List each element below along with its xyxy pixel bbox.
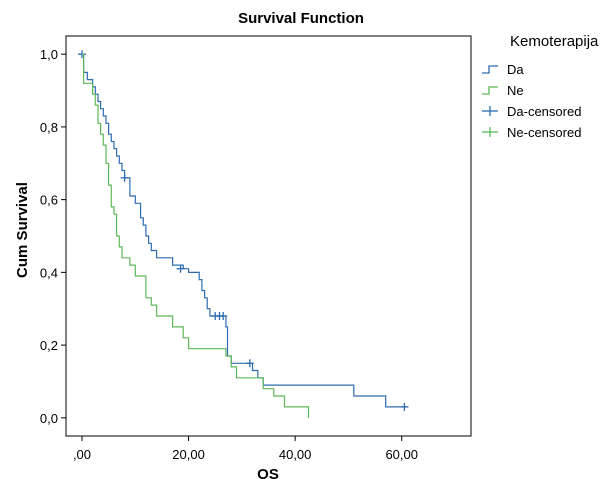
x-axis-title: OS xyxy=(257,466,279,479)
censor-mark-da xyxy=(245,359,254,368)
y-axis: 0,0 0,2 0,4 0,6 0,8 1,0 xyxy=(40,47,66,426)
plot-frame xyxy=(65,35,472,437)
y-tick-label: 0,6 xyxy=(40,193,58,208)
chart-title: Survival Function xyxy=(238,10,364,27)
legend-label: Da-censored xyxy=(507,104,581,119)
legend: Kemoterapija Da Ne Da-censored Ne-censored xyxy=(482,33,599,140)
censor-mark-da xyxy=(400,402,409,411)
legend-label: Ne-censored xyxy=(507,125,581,140)
series-layer xyxy=(77,50,409,418)
legend-title: Kemoterapija xyxy=(510,33,599,50)
y-tick-label: 1,0 xyxy=(40,47,58,62)
censor-mark-da xyxy=(77,50,86,59)
y-tick-label: 0,0 xyxy=(40,411,58,426)
legend-item-da-censored: Da-censored xyxy=(482,104,581,119)
censor-mark-da xyxy=(120,173,129,182)
legend-line-icon xyxy=(482,86,498,95)
series-line-da xyxy=(82,53,408,408)
y-tick-label: 0,8 xyxy=(40,120,58,135)
y-axis-title: Cum Survival xyxy=(14,182,31,278)
x-tick-label: 20,00 xyxy=(172,447,205,462)
legend-line-icon xyxy=(482,65,498,74)
censor-mark-da xyxy=(219,312,228,320)
y-tick-label: 0,4 xyxy=(40,265,58,280)
x-tick-label: 60,00 xyxy=(385,447,418,462)
legend-item-ne: Ne xyxy=(482,83,524,98)
series-line-ne xyxy=(82,53,310,418)
censor-mark-da xyxy=(176,264,185,273)
x-axis: ,00 20,00 40,00 60,00 xyxy=(73,436,418,462)
y-tick-label: 0,2 xyxy=(40,338,58,353)
legend-item-da: Da xyxy=(482,62,524,77)
x-tick-label: 40,00 xyxy=(279,447,312,462)
x-tick-label: ,00 xyxy=(73,447,91,462)
legend-label: Ne xyxy=(507,83,524,98)
legend-label: Da xyxy=(507,62,524,77)
legend-item-ne-censored: Ne-censored xyxy=(482,125,581,140)
